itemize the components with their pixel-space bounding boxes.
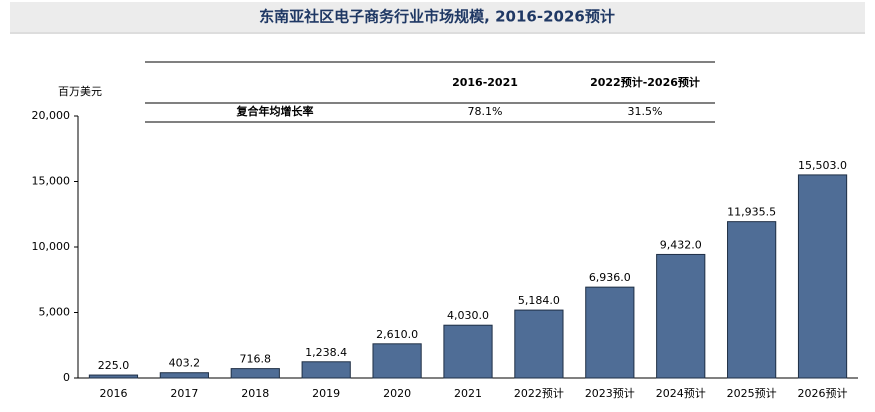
table-header: 2022预计-2026预计 <box>590 75 700 89</box>
x-tick-label: 2020 <box>383 387 411 400</box>
table-row-label: 复合年均增长率 <box>236 104 314 118</box>
table-header: 2016-2021 <box>452 76 518 89</box>
bar <box>88 374 139 379</box>
value-label: 225.0 <box>98 359 130 372</box>
x-tick-label: 2017 <box>170 387 198 400</box>
value-label: 1,238.4 <box>305 346 347 359</box>
y-tick-label: 10,000 <box>32 240 71 253</box>
bar <box>585 286 635 379</box>
value-label: 9,432.0 <box>660 238 702 251</box>
x-tick-label: 2023预计 <box>585 387 635 400</box>
x-tick-label: 2024预计 <box>656 387 706 400</box>
value-label: 11,935.5 <box>727 206 776 219</box>
bar <box>230 368 280 379</box>
bar <box>159 372 209 379</box>
table-cell: 78.1% <box>468 105 503 118</box>
value-label: 15,503.0 <box>798 159 847 172</box>
chart-title: 东南亚社区电子商务行业市场规模, 2016-2026预计 <box>259 8 615 26</box>
bar <box>656 253 706 379</box>
value-label: 403.2 <box>169 357 201 370</box>
value-label: 5,184.0 <box>518 294 560 307</box>
bar <box>443 324 493 379</box>
x-tick-label: 2016 <box>99 387 127 400</box>
bar <box>727 221 777 379</box>
table-cell: 31.5% <box>628 105 663 118</box>
x-tick-label: 2022预计 <box>514 387 564 400</box>
bar <box>514 309 564 379</box>
y-tick-label: 20,000 <box>32 109 71 122</box>
y-tick-label: 15,000 <box>32 175 71 188</box>
x-tick-label: 2019 <box>312 387 340 400</box>
y-unit: 百万美元 <box>58 85 102 98</box>
y-tick-label: 0 <box>63 371 70 384</box>
bar <box>301 361 351 379</box>
y-tick-label: 5,000 <box>39 306 71 319</box>
value-label: 6,936.0 <box>589 271 631 284</box>
bar <box>372 343 422 379</box>
value-label: 716.8 <box>240 353 272 366</box>
x-tick-label: 2025预计 <box>727 387 777 400</box>
value-label: 4,030.0 <box>447 309 489 322</box>
x-tick-label: 2026预计 <box>798 387 848 400</box>
x-tick-label: 2018 <box>241 387 269 400</box>
bar <box>797 174 848 379</box>
title-bar <box>10 2 865 32</box>
value-label: 2,610.0 <box>376 328 418 341</box>
x-tick-label: 2021 <box>454 387 482 400</box>
